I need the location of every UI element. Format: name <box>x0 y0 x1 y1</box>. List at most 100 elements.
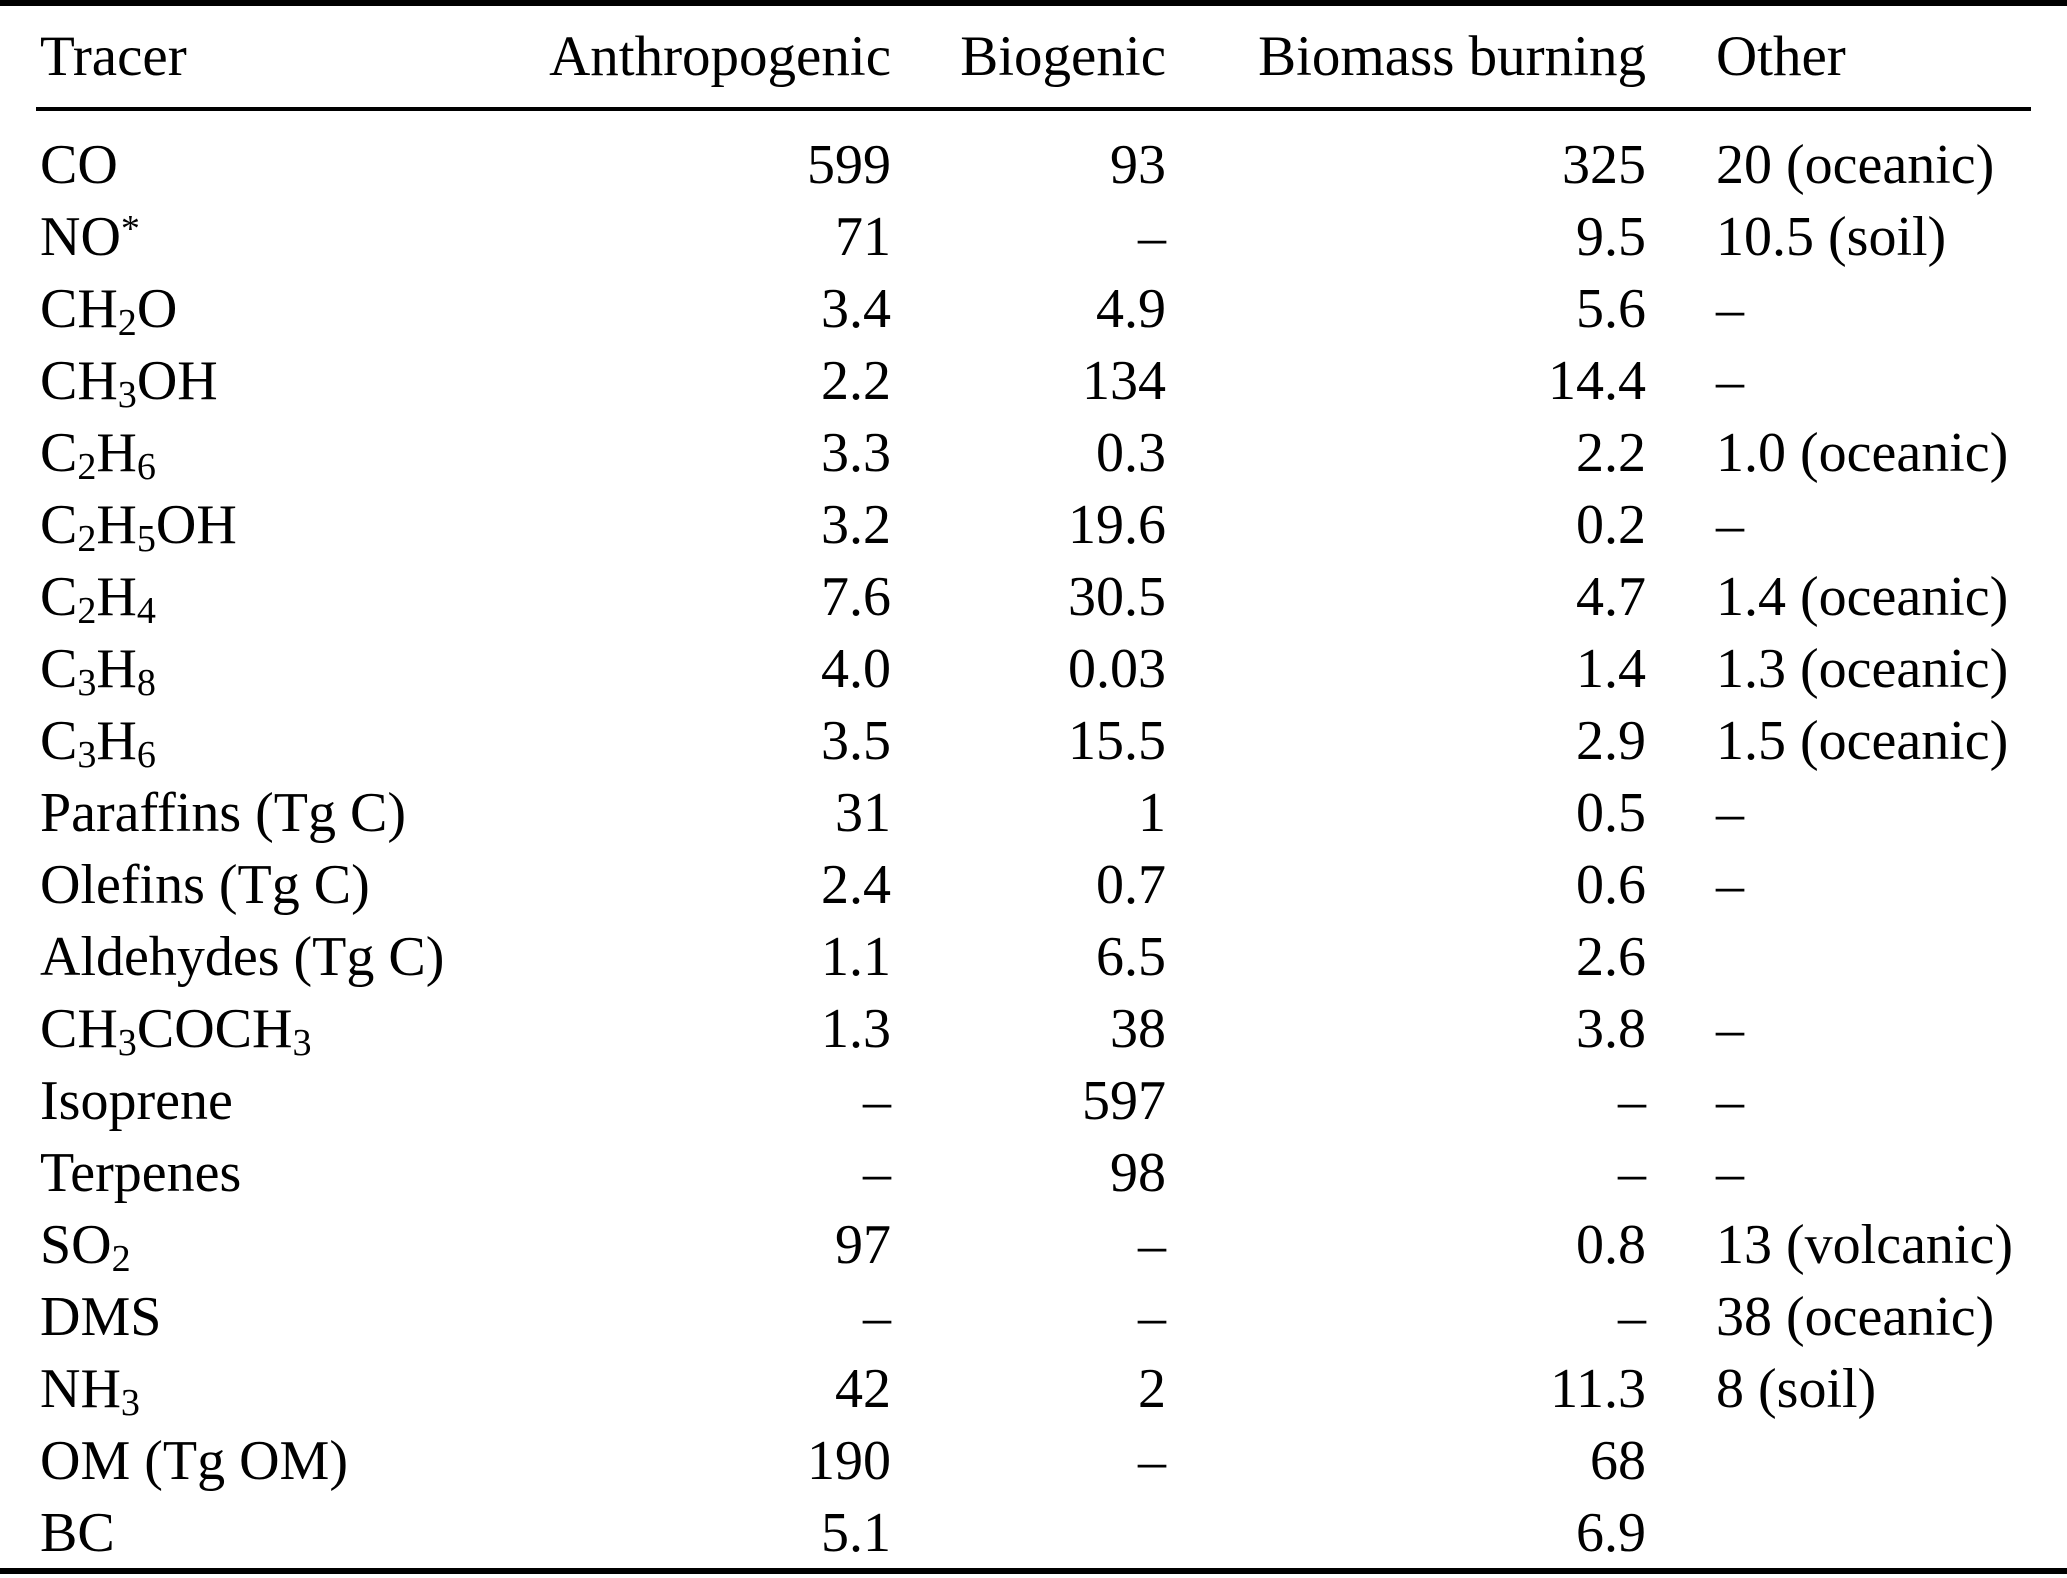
tracer-cell: Olefins (Tg C) <box>40 854 370 916</box>
table-top-rule <box>0 0 2067 6</box>
anthropogenic-cell: 3.5 <box>821 710 891 772</box>
other-cell: 13 (volcanic) <box>1716 1214 2013 1276</box>
anthropogenic-cell: 5.1 <box>821 1502 891 1564</box>
anthropogenic-cell: 599 <box>807 134 891 196</box>
table-row: Olefins (Tg C) 2.4 0.7 0.6 – <box>36 849 2031 921</box>
table-row: CH3OH 2.2 134 14.4 – <box>36 345 2031 417</box>
biomass-burning-cell: – <box>1618 1070 1646 1132</box>
table-row: NO* 71 – 9.5 10.5 (soil) <box>36 201 2031 273</box>
other-cell: 1.3 (oceanic) <box>1716 638 2009 700</box>
tracer-cell: Paraffins (Tg C) <box>40 782 406 844</box>
tracer-cell: SO2 <box>40 1214 131 1281</box>
table-row: C2H6 3.3 0.3 2.2 1.0 (oceanic) <box>36 417 2031 489</box>
biomass-burning-cell: 9.5 <box>1576 206 1646 268</box>
table-row: Isoprene – 597 – – <box>36 1065 2031 1137</box>
anthropogenic-cell: 4.0 <box>821 638 891 700</box>
table-row: C2H4 7.6 30.5 4.7 1.4 (oceanic) <box>36 561 2031 633</box>
tracer-cell: DMS <box>40 1286 162 1348</box>
other-cell: 1.5 (oceanic) <box>1716 710 2009 772</box>
tracer-cell: C2H5OH <box>40 494 237 561</box>
other-cell: 20 (oceanic) <box>1716 134 1995 196</box>
other-cell: – <box>1716 278 1744 340</box>
biomass-burning-cell: 0.5 <box>1576 782 1646 844</box>
anthropogenic-cell: 42 <box>835 1358 891 1420</box>
other-cell <box>1646 921 2031 993</box>
biogenic-cell: – <box>1138 1214 1166 1276</box>
biogenic-cell: – <box>1138 1430 1166 1492</box>
table-row: BC 5.1 6.9 <box>36 1497 2031 1569</box>
biogenic-cell: 15.5 <box>1068 710 1166 772</box>
tracer-cell: NO* <box>40 206 140 268</box>
tracer-cell: CH3OH <box>40 350 218 417</box>
other-cell: – <box>1716 1142 1744 1204</box>
table-row: OM (Tg OM) 190 – 68 <box>36 1425 2031 1497</box>
anthropogenic-cell: 7.6 <box>821 566 891 628</box>
anthropogenic-cell: – <box>863 1142 891 1204</box>
anthropogenic-cell: 71 <box>835 206 891 268</box>
other-cell <box>1646 1497 2031 1569</box>
other-cell: – <box>1716 1070 1744 1132</box>
table-row: NH3 42 2 11.3 8 (soil) <box>36 1353 2031 1425</box>
other-cell: 38 (oceanic) <box>1716 1286 1995 1348</box>
tracer-cell: C2H4 <box>40 566 156 633</box>
biogenic-cell <box>891 1497 1166 1569</box>
biomass-burning-cell: – <box>1618 1142 1646 1204</box>
tracer-cell: Terpenes <box>40 1142 242 1204</box>
column-header-anthropogenic: Anthropogenic <box>541 6 891 111</box>
other-cell: – <box>1716 494 1744 556</box>
other-cell: 1.0 (oceanic) <box>1716 422 2009 484</box>
other-cell <box>1646 1425 2031 1497</box>
biogenic-cell: – <box>1138 206 1166 268</box>
tracer-cell: Isoprene <box>40 1070 233 1132</box>
anthropogenic-cell: 3.3 <box>821 422 891 484</box>
biomass-burning-cell: 0.8 <box>1576 1214 1646 1276</box>
table-row: Paraffins (Tg C) 31 1 0.5 – <box>36 777 2031 849</box>
biogenic-cell: 98 <box>1110 1142 1166 1204</box>
anthropogenic-cell: 3.4 <box>821 278 891 340</box>
tracer-cell: C3H6 <box>40 710 156 777</box>
other-cell: 1.4 (oceanic) <box>1716 566 2009 628</box>
biomass-burning-cell: 14.4 <box>1548 350 1646 412</box>
other-cell: – <box>1716 998 1744 1060</box>
biomass-burning-cell: 5.6 <box>1576 278 1646 340</box>
biomass-burning-cell: 2.6 <box>1576 926 1646 988</box>
anthropogenic-cell: 2.2 <box>821 350 891 412</box>
biogenic-cell: 4.9 <box>1096 278 1166 340</box>
table-row: SO2 97 – 0.8 13 (volcanic) <box>36 1209 2031 1281</box>
tracer-cell: C3H8 <box>40 638 156 705</box>
biomass-burning-cell: 4.7 <box>1576 566 1646 628</box>
anthropogenic-cell: – <box>863 1286 891 1348</box>
column-header-other: Other <box>1646 6 2031 111</box>
biogenic-cell: 1 <box>1138 782 1166 844</box>
biomass-burning-cell: 325 <box>1562 134 1646 196</box>
tracer-cell: NH3 <box>40 1358 140 1425</box>
other-cell: – <box>1716 782 1744 844</box>
biomass-burning-cell: – <box>1618 1286 1646 1348</box>
biomass-burning-cell: 1.4 <box>1576 638 1646 700</box>
other-cell: 10.5 (soil) <box>1716 206 1947 268</box>
tracer-cell: CH2O <box>40 278 178 345</box>
column-header-biomass-burning: Biomass burning <box>1166 6 1646 111</box>
biomass-burning-cell: 0.6 <box>1576 854 1646 916</box>
anthropogenic-cell: 3.2 <box>821 494 891 556</box>
anthropogenic-cell: 190 <box>807 1430 891 1492</box>
tracer-cell: CO <box>40 134 118 196</box>
column-header-biogenic: Biogenic <box>891 6 1166 111</box>
anthropogenic-cell: 1.1 <box>821 926 891 988</box>
biogenic-cell: 597 <box>1082 1070 1166 1132</box>
biogenic-cell: 134 <box>1082 350 1166 412</box>
biogenic-cell: 93 <box>1110 134 1166 196</box>
tracer-emissions-table: Tracer Anthropogenic Biogenic Biomass bu… <box>36 6 2031 1569</box>
biogenic-cell: – <box>1138 1286 1166 1348</box>
biogenic-cell: 0.03 <box>1068 638 1166 700</box>
table-row: CH3COCH3 1.3 38 3.8 – <box>36 993 2031 1065</box>
biomass-burning-cell: 2.9 <box>1576 710 1646 772</box>
table-row: DMS – – – 38 (oceanic) <box>36 1281 2031 1353</box>
table-bottom-rule <box>0 1568 2067 1574</box>
other-cell: 8 (soil) <box>1716 1358 1877 1420</box>
tracer-cell: C2H6 <box>40 422 156 489</box>
table-row: CH2O 3.4 4.9 5.6 – <box>36 273 2031 345</box>
anthropogenic-cell: 97 <box>835 1214 891 1276</box>
tracer-cell: CH3COCH3 <box>40 998 312 1065</box>
